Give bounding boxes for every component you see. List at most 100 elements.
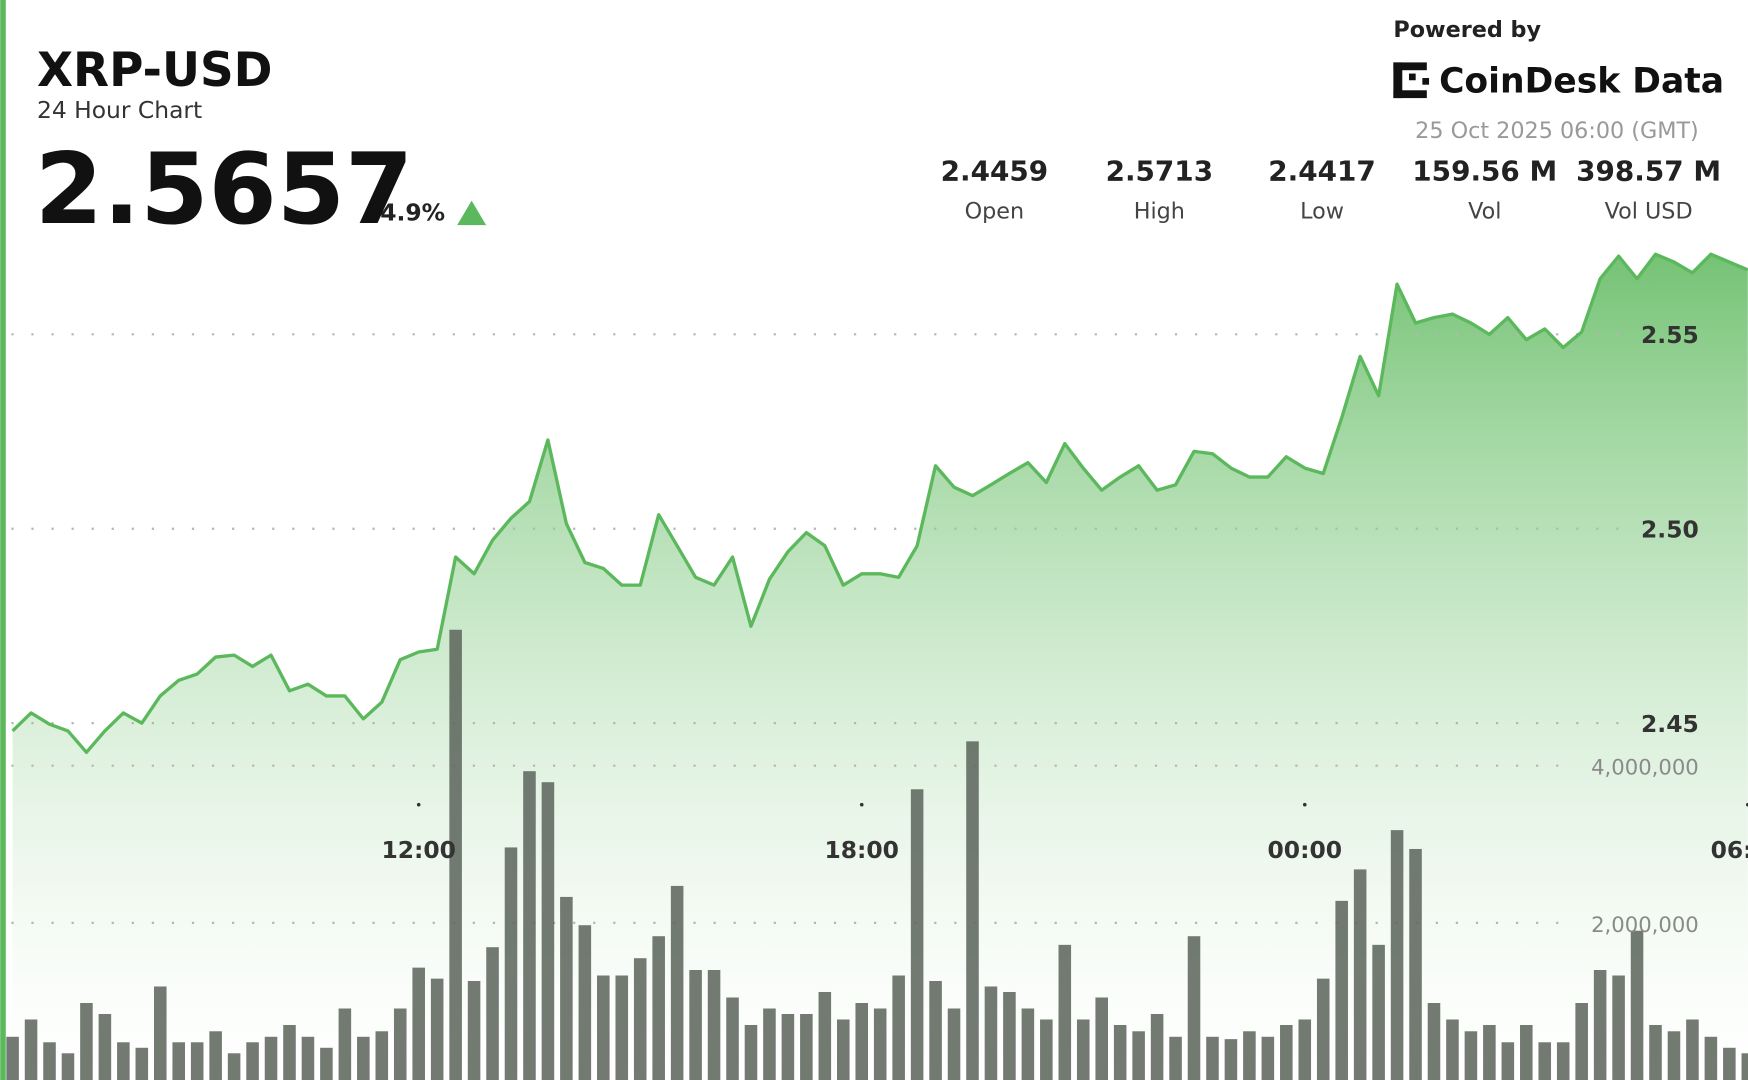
volume-bar	[1298, 1019, 1312, 1080]
stat-value: 159.56 M	[1412, 155, 1557, 188]
volume-bar	[1169, 1036, 1182, 1080]
plot: 2.45 2.50 2.55 2,000,000 4,000,000 12:00 18:00…	[6, 252, 1748, 1080]
volume-bar	[1612, 975, 1625, 1080]
volume-bar	[1224, 1039, 1238, 1080]
volume-bar	[615, 975, 629, 1080]
brand-logo	[1393, 62, 1430, 99]
volume-bar	[1353, 869, 1367, 1080]
stat-value: 2.4459	[941, 155, 1049, 188]
volume-bar	[1520, 1024, 1533, 1080]
area-layer	[12, 254, 1748, 1080]
volume-bar	[412, 967, 425, 1080]
volume-bar	[1501, 1042, 1515, 1080]
volume-bar	[1538, 1042, 1552, 1080]
volume-bar	[1741, 1053, 1748, 1080]
volume-bar	[1464, 1031, 1478, 1080]
volume-bar	[393, 1008, 407, 1080]
volume-bar	[153, 986, 167, 1080]
volume-bar	[227, 1053, 241, 1080]
volume-bar	[283, 1024, 296, 1080]
volume-bar	[172, 1042, 186, 1080]
volume-bar	[1390, 830, 1404, 1080]
volume-bar	[837, 1019, 850, 1080]
volume-bar	[430, 978, 444, 1080]
volume-bar	[652, 936, 665, 1080]
powered-by: Powered by	[1393, 17, 1541, 43]
volume-bar	[357, 1036, 370, 1080]
volume-bar	[1575, 1002, 1588, 1080]
up-arrow	[457, 200, 487, 226]
stat-label: Low	[1300, 198, 1344, 224]
volume-bar	[1556, 1042, 1570, 1080]
volume-bar	[1095, 997, 1108, 1080]
volume-bar	[1150, 1013, 1164, 1080]
volume-bar	[1372, 944, 1385, 1080]
volume-bar	[24, 1019, 38, 1080]
volume-bar	[818, 991, 832, 1080]
volume-bar	[707, 969, 721, 1080]
volume-bar	[744, 1024, 758, 1080]
volume-bar	[633, 958, 647, 1080]
volume-bar	[504, 847, 518, 1080]
x-tick-label: 12:00	[381, 836, 455, 864]
volume-bar	[467, 980, 481, 1080]
y-tick-label: 2.50	[1641, 516, 1699, 544]
volume-bar	[855, 1002, 869, 1080]
stat-label: Vol	[1468, 198, 1501, 224]
volume-bar	[301, 1036, 315, 1080]
volume-bar	[338, 1008, 352, 1080]
brand-name: CoinDesk Data	[1439, 62, 1724, 102]
volume-bar	[910, 789, 924, 1080]
volume-bar	[689, 969, 702, 1080]
stat-label: High	[1134, 198, 1185, 224]
volume-bar	[1132, 1031, 1145, 1080]
volume-bar	[523, 771, 536, 1080]
volume-bar	[1593, 969, 1607, 1080]
volume-bar	[1280, 1024, 1293, 1080]
volume-bar	[1058, 944, 1072, 1080]
volume-bar	[98, 1013, 112, 1080]
volume-bar	[264, 1036, 278, 1080]
volume-bar	[541, 782, 555, 1080]
change-percent: 4.9%	[380, 199, 445, 227]
volume-bar	[246, 1042, 259, 1080]
volume-bar	[43, 1042, 56, 1080]
volume-bar	[892, 975, 905, 1080]
y-tick-label: 2.55	[1641, 321, 1699, 349]
x-tick-label: 18:00	[825, 836, 899, 864]
volume-bar	[375, 1031, 389, 1080]
y2-tick-label: 2,000,000	[1591, 912, 1699, 937]
volume-bar	[1446, 1019, 1459, 1080]
volume-bar	[80, 1002, 93, 1080]
volume-bar	[1021, 1008, 1035, 1080]
volume-bar	[781, 1013, 795, 1080]
stats: 2.4459 Open 2.5713 High 2.4417 Low 159.56 M Vol…	[941, 155, 1721, 225]
volume-bar	[1003, 991, 1016, 1080]
volume-bar	[1040, 1019, 1053, 1080]
current-price: 2.5657	[35, 133, 413, 247]
x-tick-label: 00:00	[1268, 836, 1342, 864]
volume-bar	[1723, 1047, 1736, 1080]
volume-bar	[1335, 900, 1348, 1080]
volume-bar	[726, 997, 739, 1080]
volume-bar	[209, 1031, 222, 1080]
volume-bar	[873, 1008, 887, 1080]
x-tick-label: 06:00	[1711, 836, 1748, 864]
volume-bar	[449, 629, 462, 1080]
volume-bar	[1427, 1002, 1441, 1080]
stat-value: 2.5713	[1106, 155, 1214, 188]
stat-value: 398.57 M	[1576, 155, 1721, 188]
price-line	[11, 252, 1748, 754]
volume-bar	[1261, 1036, 1275, 1080]
subtitle: 24 Hour Chart	[37, 96, 202, 124]
label-layer: 2.45 2.50 2.55 2,000,000 4,000,000 12:00 18:00…	[381, 321, 1748, 937]
volume-bar	[1316, 978, 1330, 1080]
volume-bar	[1206, 1036, 1219, 1080]
area-fill	[12, 254, 1748, 1080]
left-accent	[0, 0, 6, 1080]
volume-bar	[947, 1008, 961, 1080]
volume-bar	[800, 1013, 813, 1080]
volume-bar	[578, 925, 592, 1080]
